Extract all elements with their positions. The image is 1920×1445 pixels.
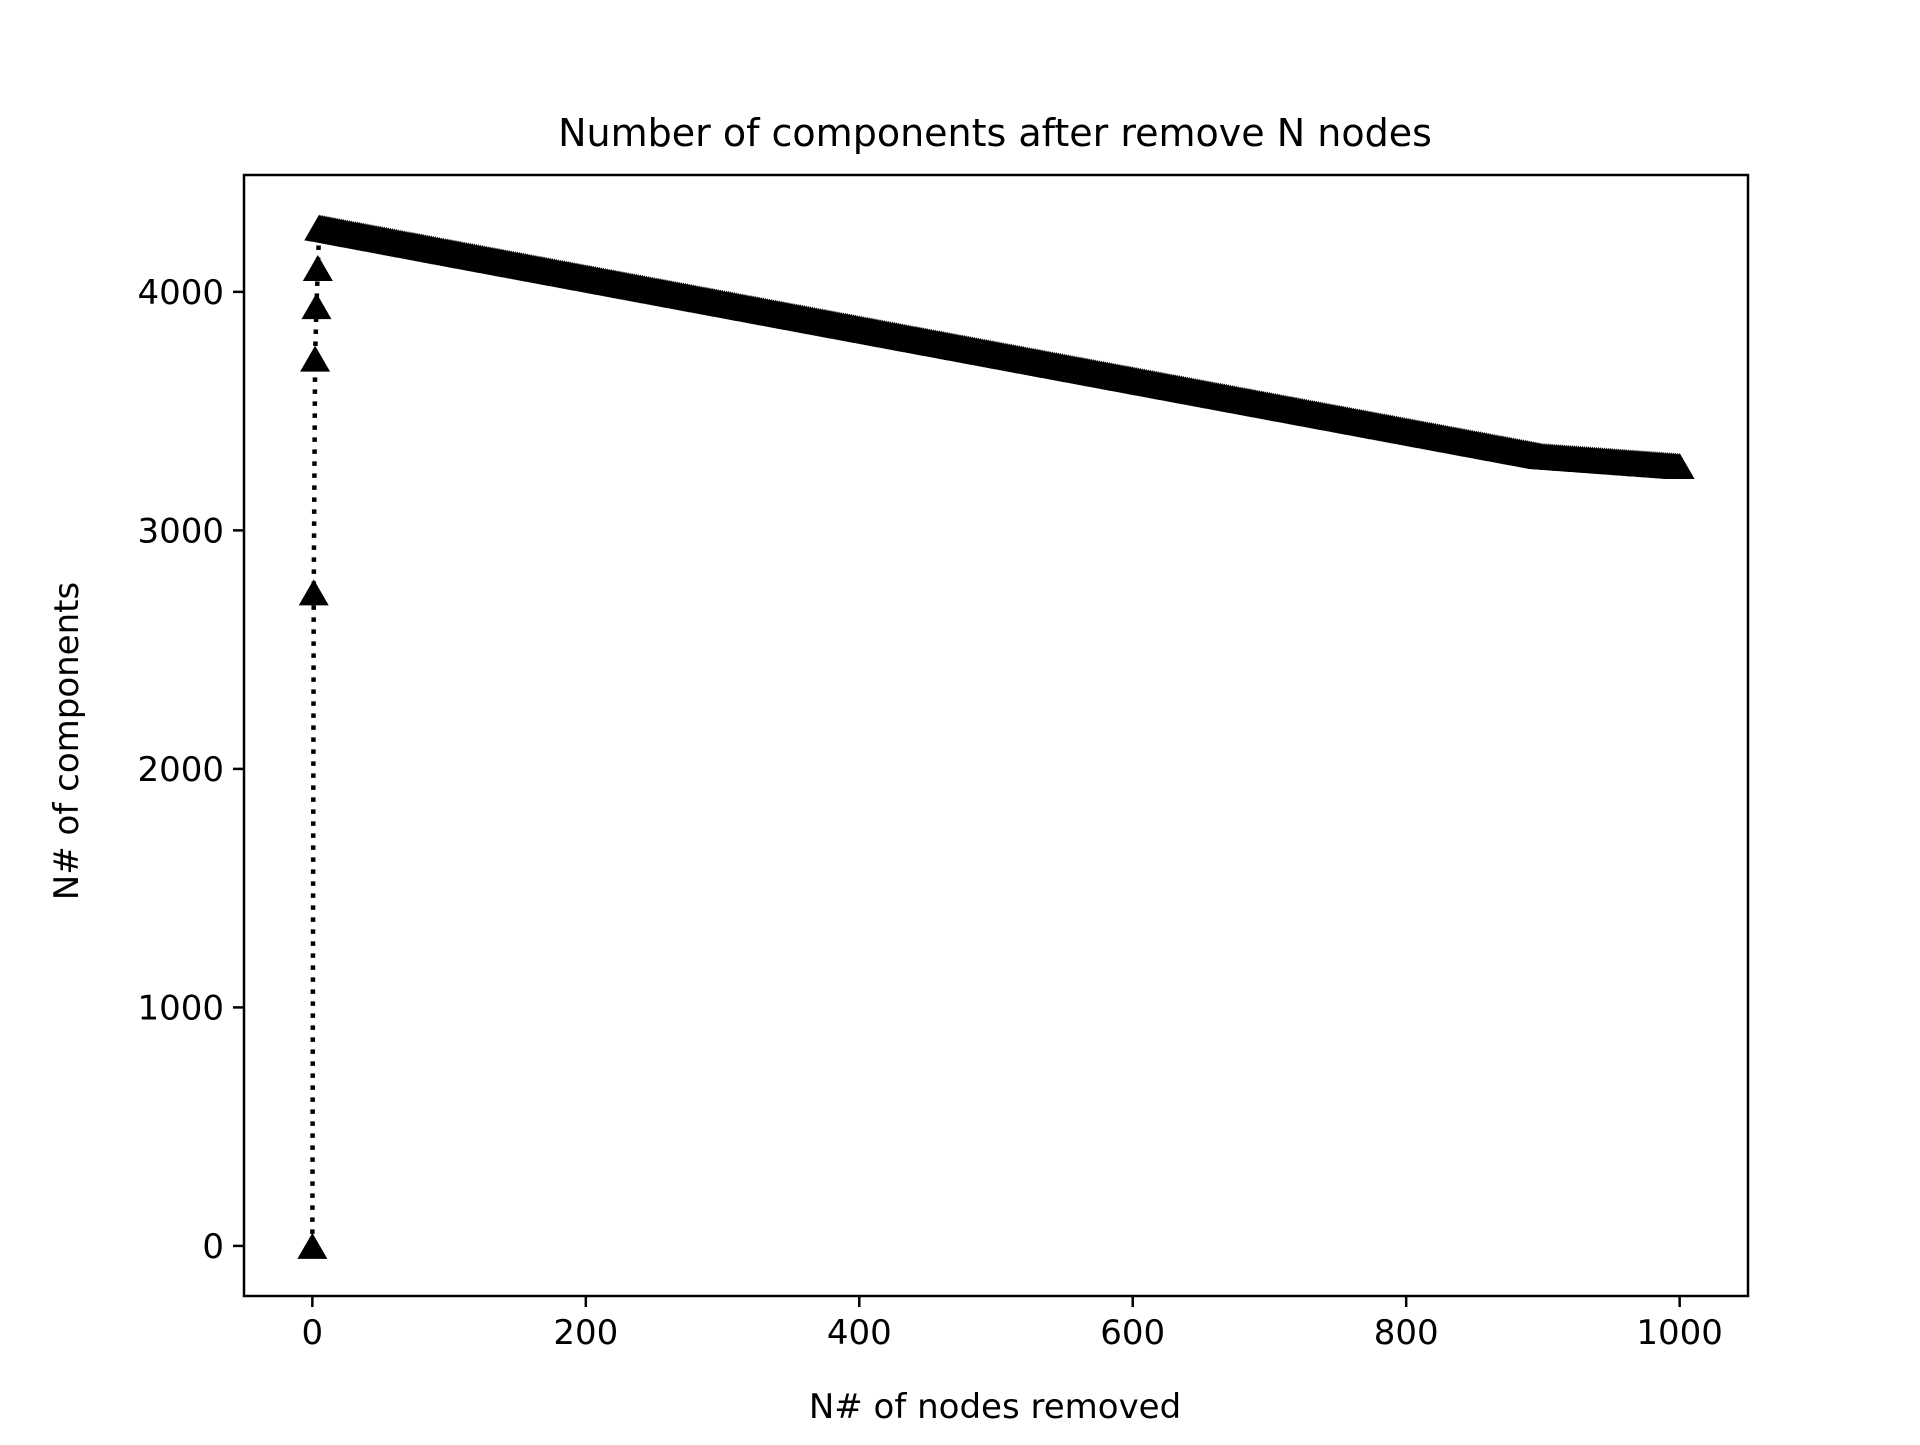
y-tick-label: 1000 bbox=[137, 988, 224, 1028]
plot-layer bbox=[297, 214, 1695, 1259]
axes-frame bbox=[242, 173, 1750, 1298]
x-tick-label: 0 bbox=[302, 1313, 324, 1353]
data-point-marker bbox=[300, 345, 331, 372]
x-tick-label: 600 bbox=[1100, 1313, 1165, 1353]
x-tick-label: 800 bbox=[1374, 1313, 1439, 1353]
y-tick-label: 4000 bbox=[137, 273, 224, 313]
x-tick-label: 1000 bbox=[1636, 1313, 1723, 1353]
data-point-marker bbox=[297, 1232, 328, 1259]
chart-title: Number of components after remove N node… bbox=[558, 111, 1432, 155]
y-tick-label: 2000 bbox=[137, 750, 224, 790]
data-point-marker bbox=[301, 293, 332, 320]
data-point-marker bbox=[1664, 452, 1695, 479]
x-axis-label: N# of nodes removed bbox=[809, 1387, 1181, 1427]
y-tick-label: 0 bbox=[202, 1227, 224, 1267]
x-tick-label: 400 bbox=[827, 1313, 892, 1353]
x-tick-label: 200 bbox=[553, 1313, 618, 1353]
y-axis-label: N# of components bbox=[47, 582, 87, 900]
data-point-marker bbox=[298, 579, 329, 606]
y-tick-label: 3000 bbox=[137, 511, 224, 551]
data-point-marker bbox=[302, 255, 333, 282]
